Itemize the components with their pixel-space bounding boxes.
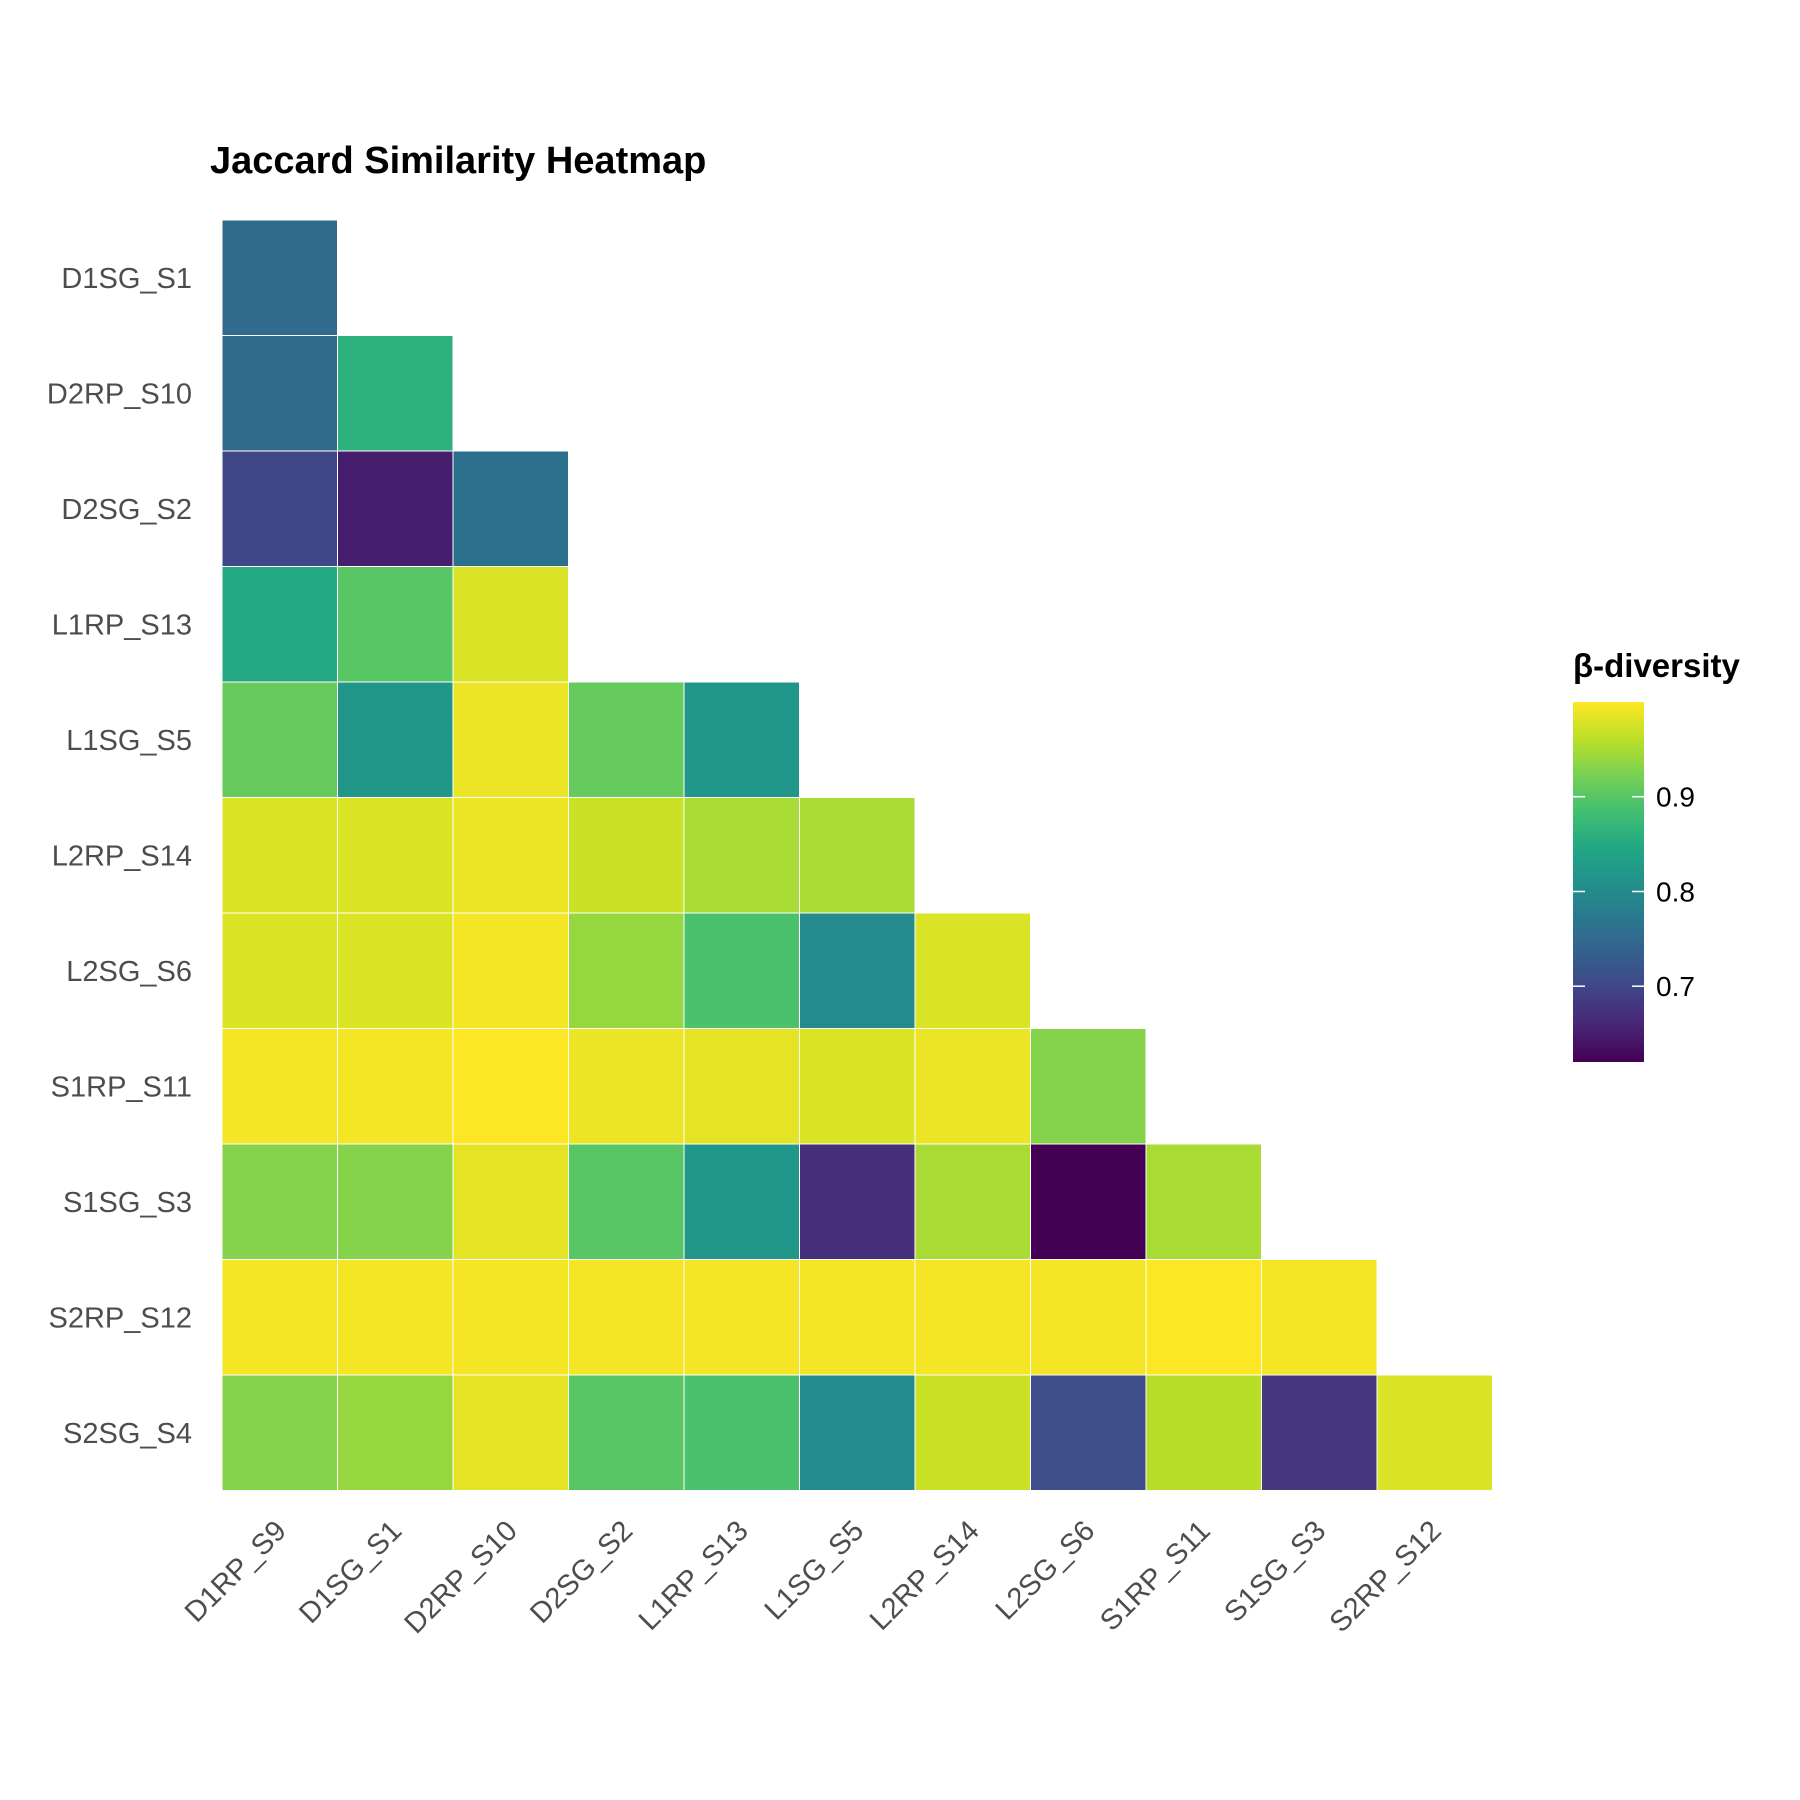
heatmap-cell [1030,1374,1147,1491]
heatmap-cell [337,1143,454,1260]
y-tick-label: D2SG_S2 [61,494,192,526]
x-tick-label: D1RP_S9 [179,1515,293,1629]
heatmap-cell [1376,1374,1493,1491]
heatmap-cell [1145,1374,1262,1491]
x-tick-label: D2SG_S2 [524,1515,639,1630]
heatmap-cell [337,1028,454,1145]
heatmap-cell [452,1143,569,1260]
heatmap-cell [914,1259,1031,1376]
heatmap-cell [221,219,338,336]
heatmap-cell [799,797,916,914]
heatmap-cell [221,450,338,567]
heatmap-cell [1261,1374,1378,1491]
heatmap-cell [914,1143,1031,1260]
heatmap-cell [683,1374,800,1491]
heatmap-cell [337,450,454,567]
heatmap-cell [568,1259,685,1376]
heatmap-cell [452,681,569,798]
heatmap-cell [221,1259,338,1376]
chart-title: Jaccard Similarity Heatmap [210,140,706,182]
heatmap-cell [221,1143,338,1260]
x-tick-label: L2RP_S14 [864,1515,986,1637]
heatmap-cell [337,1259,454,1376]
y-tick-label: S2SG_S4 [63,1418,192,1450]
heatmap-cells [221,219,1493,1491]
heatmap-cell [221,681,338,798]
heatmap-cell [683,912,800,1029]
legend-tick-label: 0.7 [1656,971,1695,1002]
x-tick-label: D2RP_S10 [399,1515,524,1640]
x-tick-label: L1RP_S13 [633,1515,755,1637]
heatmap-cell [337,566,454,683]
y-tick-label: D1SG_S1 [61,263,192,295]
legend-tick-label: 0.8 [1656,877,1695,908]
y-tick-label: L1SG_S5 [66,725,192,757]
heatmap-cell [221,335,338,452]
heatmap-cell [683,1259,800,1376]
y-axis-ticks: D1SG_S1 D2RP_S10 D2SG_S2 L1RP_S13 L1SG_S5 L2R… [47,263,192,1450]
y-tick-label: L2RP_S14 [52,840,192,872]
y-tick-label: L2SG_S6 [66,956,192,988]
y-tick-label: S2RP_S12 [49,1302,193,1334]
heatmap-cell [221,797,338,914]
heatmap-cell [221,566,338,683]
y-tick-label: S1RP_S11 [51,1071,192,1103]
x-tick-label: L1SG_S5 [759,1515,871,1627]
heatmap-cell [1145,1259,1262,1376]
heatmap-cell [1030,1028,1147,1145]
heatmap-cell [221,912,338,1029]
x-tick-label: S2RP_S12 [1324,1515,1448,1639]
color-legend: β-diversity 0.7 0.8 0.9 [1573,647,1741,1062]
y-tick-label: S1SG_S3 [63,1187,192,1219]
heatmap-cell [337,681,454,798]
x-tick-label: D1SG_S1 [293,1515,408,1630]
heatmap-cell [683,1143,800,1260]
heatmap-cell [337,1374,454,1491]
legend-colorbar [1573,702,1644,1062]
heatmap-cell [683,681,800,798]
heatmap-cell [452,1374,569,1491]
heatmap-cell [799,1143,916,1260]
heatmap-cell [568,1374,685,1491]
heatmap-cell [337,335,454,452]
heatmap-cell [568,912,685,1029]
legend-title: β-diversity [1573,647,1741,684]
heatmap-cell [799,1028,916,1145]
heatmap-cell [568,797,685,914]
heatmap-cell [452,912,569,1029]
heatmap-cell [914,1374,1031,1491]
heatmap-cell [1261,1259,1378,1376]
heatmap-cell [568,1028,685,1145]
heatmap-cell [337,912,454,1029]
heatmap-cell [452,566,569,683]
y-tick-label: L1RP_S13 [52,609,192,641]
heatmap-cell [914,912,1031,1029]
y-tick-label: D2RP_S10 [47,378,192,410]
heatmap-cell [452,450,569,567]
heatmap-cell [452,1028,569,1145]
heatmap-cell [683,797,800,914]
heatmap-cell [452,1259,569,1376]
heatmap-cell [1145,1143,1262,1260]
heatmap-cell [683,1028,800,1145]
x-tick-label: S1RP_S11 [1094,1515,1217,1638]
x-tick-label: S1SG_S3 [1218,1515,1332,1629]
legend-tick-label: 0.9 [1656,782,1695,813]
x-tick-label: L2SG_S6 [990,1515,1102,1627]
heatmap-cell [914,1028,1031,1145]
heatmap-cell [799,1374,916,1491]
heatmap-cell [568,1143,685,1260]
heatmap-cell [1030,1143,1147,1260]
heatmap-cell [1030,1259,1147,1376]
heatmap-cell [337,797,454,914]
heatmap-cell [568,681,685,798]
heatmap-cell [221,1374,338,1491]
heatmap-cell [799,1259,916,1376]
heatmap-cell [221,1028,338,1145]
heatmap-cell [799,912,916,1029]
heatmap-cell [452,797,569,914]
legend-ticks: 0.7 0.8 0.9 [1573,782,1695,1002]
